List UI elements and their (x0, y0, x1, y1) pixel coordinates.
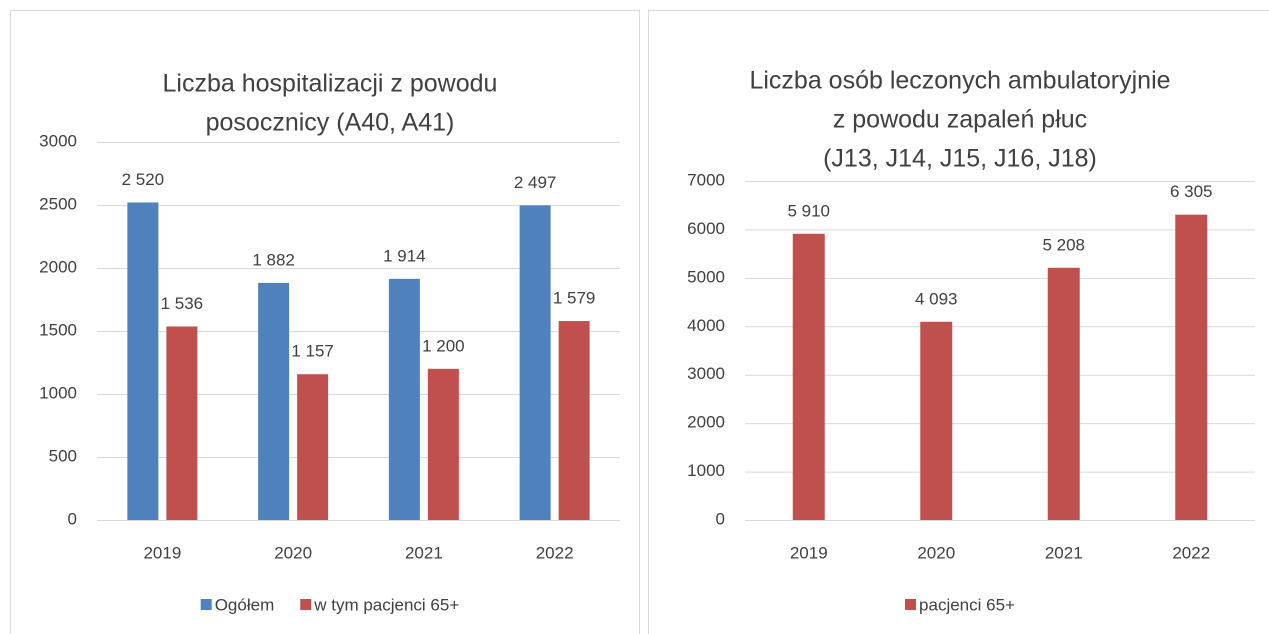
y-tick-label: 3000 (687, 364, 725, 383)
chart-title: z powodu zapaleń płuc (833, 106, 1087, 134)
legend-swatch (905, 599, 917, 610)
y-tick-label: 0 (716, 509, 725, 528)
y-tick-label: 5000 (687, 267, 725, 286)
bar (519, 205, 551, 521)
data-label: 5 208 (1042, 235, 1085, 254)
data-label: 1 200 (422, 336, 465, 355)
bar (258, 282, 290, 520)
data-label: 1 579 (553, 289, 596, 308)
legend-swatch (300, 599, 312, 610)
panel-border (10, 10, 640, 634)
x-tick-label: 2019 (143, 543, 181, 562)
x-tick-label: 2019 (790, 543, 828, 562)
bar (297, 374, 329, 520)
bar (388, 278, 420, 520)
y-tick-label: 2000 (687, 413, 725, 432)
x-tick-label: 2021 (1045, 543, 1083, 562)
bar (427, 368, 459, 520)
y-tick-label: 6000 (687, 219, 725, 238)
bar (166, 326, 198, 520)
y-tick-label: 3000 (39, 131, 77, 150)
bar (792, 233, 825, 520)
data-label: 2 497 (514, 173, 557, 192)
y-tick-label: 500 (49, 446, 77, 465)
data-label: 4 093 (915, 289, 958, 308)
bar (558, 321, 590, 520)
data-label: 1 536 (161, 294, 204, 313)
y-tick-label: 1000 (687, 461, 725, 480)
bar (127, 202, 159, 521)
legend-label: w tym pacjenci 65+ (313, 595, 459, 614)
bar (1047, 267, 1080, 520)
y-tick-label: 2500 (39, 194, 77, 213)
chart-title: Liczba osób leczonych ambulatoryjnie (749, 67, 1170, 95)
y-tick-label: 0 (68, 509, 77, 528)
y-tick-label: 2000 (39, 257, 77, 276)
data-label: 1 157 (291, 342, 334, 361)
x-tick-label: 2022 (536, 543, 574, 562)
legend-swatch (200, 599, 212, 610)
chart-title: Liczba hospitalizacji z powodu (163, 70, 498, 98)
legend-label: pacjenci 65+ (919, 595, 1015, 614)
x-tick-label: 2020 (917, 543, 955, 562)
x-tick-label: 2021 (405, 543, 443, 562)
chart-title: posocznicy (A40, A41) (206, 109, 455, 137)
data-label: 5 910 (787, 201, 830, 220)
y-tick-label: 7000 (687, 170, 725, 189)
x-tick-label: 2022 (1172, 543, 1210, 562)
y-tick-label: 1000 (39, 383, 77, 402)
data-label: 6 305 (1170, 182, 1213, 201)
bar (920, 321, 953, 520)
x-tick-label: 2020 (274, 543, 312, 562)
bar (1175, 214, 1208, 521)
y-tick-label: 1500 (39, 320, 77, 339)
data-label: 2 520 (122, 170, 165, 189)
chart-title: (J13, J14, J15, J16, J18) (823, 145, 1097, 173)
legend-label: Ogółem (215, 595, 275, 614)
data-label: 1 914 (383, 246, 426, 265)
data-label: 1 882 (252, 250, 295, 269)
y-tick-label: 4000 (687, 316, 725, 335)
panel-border (648, 10, 1269, 634)
